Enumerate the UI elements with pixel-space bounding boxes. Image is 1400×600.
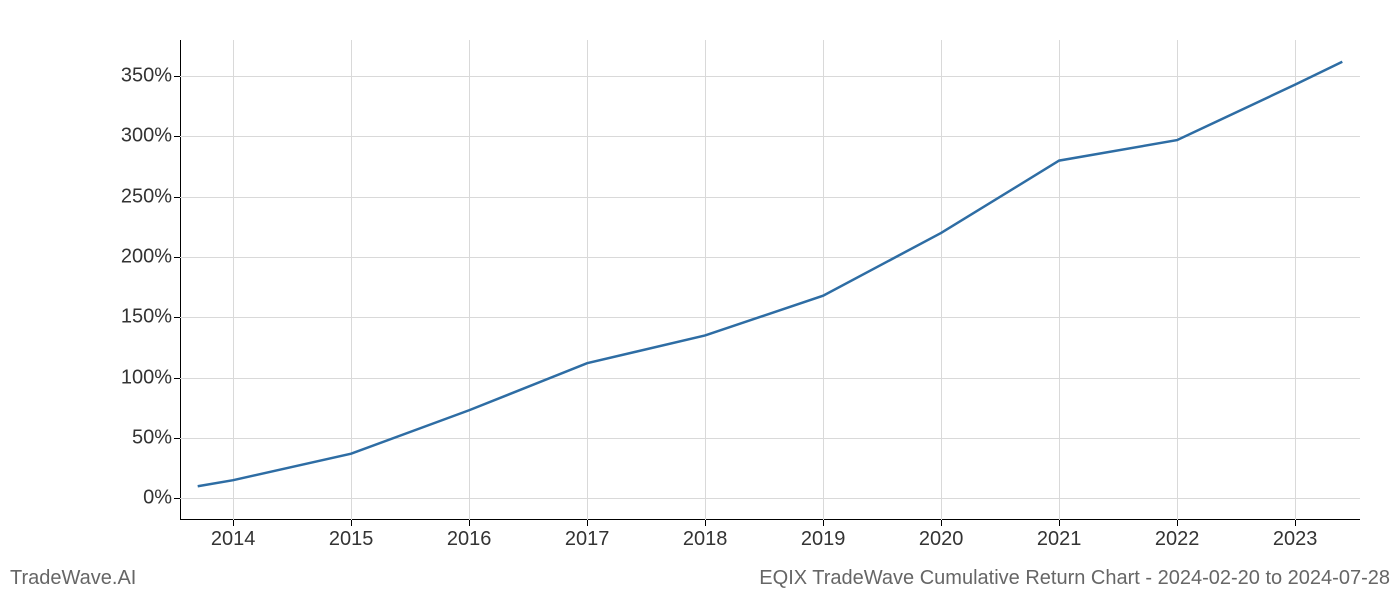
x-tick-label: 2016 — [447, 528, 492, 551]
x-tick-mark — [823, 520, 824, 526]
x-tick-label: 2017 — [565, 528, 610, 551]
y-tick-label: 350% — [121, 65, 172, 88]
chart-plot-area — [180, 40, 1360, 520]
x-tick-label: 2022 — [1155, 528, 1200, 551]
line-series — [180, 40, 1360, 520]
y-tick-label: 0% — [143, 487, 172, 510]
footer-brand: TradeWave.AI — [10, 567, 136, 590]
x-tick-mark — [469, 520, 470, 526]
x-tick-label: 2015 — [329, 528, 374, 551]
x-tick-label: 2020 — [919, 528, 964, 551]
y-tick-label: 150% — [121, 306, 172, 329]
x-tick-mark — [1059, 520, 1060, 526]
x-tick-mark — [1177, 520, 1178, 526]
y-tick-label: 250% — [121, 185, 172, 208]
y-tick-label: 200% — [121, 246, 172, 269]
y-tick-mark — [174, 378, 180, 379]
x-tick-mark — [941, 520, 942, 526]
y-tick-mark — [174, 257, 180, 258]
x-tick-mark — [351, 520, 352, 526]
y-tick-label: 300% — [121, 125, 172, 148]
y-tick-mark — [174, 136, 180, 137]
x-tick-mark — [233, 520, 234, 526]
footer-caption: EQIX TradeWave Cumulative Return Chart -… — [759, 567, 1390, 590]
x-tick-label: 2018 — [683, 528, 728, 551]
x-tick-mark — [705, 520, 706, 526]
y-tick-mark — [174, 76, 180, 77]
y-tick-label: 50% — [132, 426, 172, 449]
x-tick-label: 2014 — [211, 528, 256, 551]
x-tick-label: 2023 — [1273, 528, 1318, 551]
x-tick-label: 2021 — [1037, 528, 1082, 551]
y-tick-label: 100% — [121, 366, 172, 389]
y-tick-mark — [174, 498, 180, 499]
y-tick-mark — [174, 197, 180, 198]
x-tick-mark — [587, 520, 588, 526]
x-tick-mark — [1295, 520, 1296, 526]
y-tick-mark — [174, 438, 180, 439]
y-tick-mark — [174, 317, 180, 318]
x-tick-label: 2019 — [801, 528, 846, 551]
